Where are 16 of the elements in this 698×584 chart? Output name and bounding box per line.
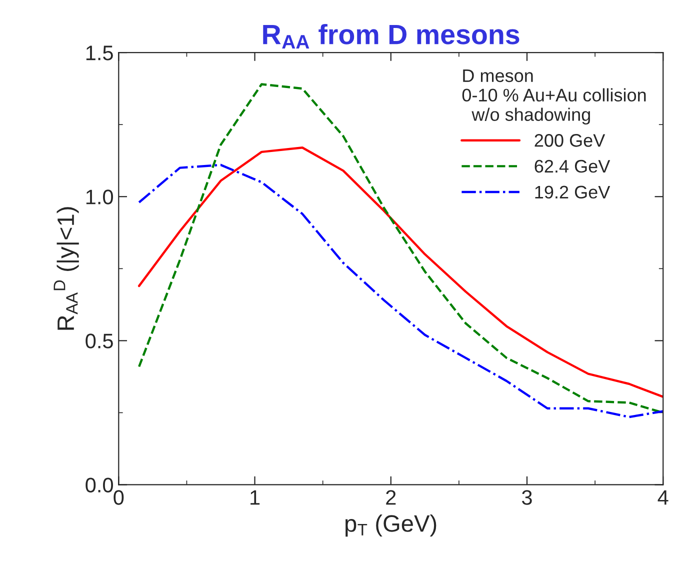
x-tick-label: 4 [658, 490, 668, 505]
x-tick-label: 3 [522, 490, 532, 505]
legend-title: D meson 0-10 % Au+Au collision w/o shadowing [462, 69, 646, 125]
x-tick-label: 1 [250, 490, 260, 505]
legend-label: 200 GeV [534, 134, 606, 147]
x-tick-label: 2 [386, 490, 396, 505]
x-tick-label: 0 [114, 490, 124, 505]
legend-label: 62.4 GeV [534, 160, 610, 173]
y-tick-label: 1.0 [86, 190, 113, 204]
y-tick-label: 1.5 [86, 46, 113, 60]
legend-label: 19.2 GeV [535, 186, 610, 199]
y-axis-title: R$_{AA}$$^{D}$ (|y|<1) [54, 207, 79, 330]
y-tick-label: 0.5 [86, 334, 113, 348]
y-tick-label: 0.0 [86, 478, 113, 492]
chart-title: R$_{AA}$ from D mesons [263, 24, 520, 48]
x-axis-title: p$_{T}$ (GeV) [346, 514, 436, 537]
